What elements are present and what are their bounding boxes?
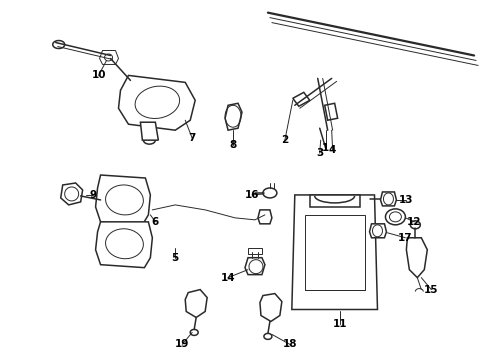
Text: 7: 7 <box>189 133 196 143</box>
Text: 11: 11 <box>332 319 347 329</box>
Polygon shape <box>61 183 83 205</box>
Text: 17: 17 <box>398 233 413 243</box>
Text: 13: 13 <box>399 195 414 205</box>
Ellipse shape <box>135 86 180 118</box>
Text: 8: 8 <box>229 140 237 150</box>
Ellipse shape <box>105 229 144 259</box>
Bar <box>310 195 360 207</box>
Polygon shape <box>245 258 265 275</box>
Polygon shape <box>325 103 338 120</box>
Text: 19: 19 <box>175 339 190 349</box>
Ellipse shape <box>390 212 401 222</box>
Bar <box>305 215 365 289</box>
Polygon shape <box>258 210 272 224</box>
Text: 10: 10 <box>91 71 106 80</box>
Text: 5: 5 <box>172 253 179 263</box>
Polygon shape <box>406 238 427 278</box>
Text: 18: 18 <box>283 339 297 349</box>
Text: 14: 14 <box>221 273 235 283</box>
Text: 1: 1 <box>322 143 329 153</box>
Polygon shape <box>380 192 396 206</box>
Polygon shape <box>293 92 310 106</box>
Text: 2: 2 <box>281 135 289 145</box>
Text: 15: 15 <box>424 284 439 294</box>
Polygon shape <box>225 103 242 130</box>
Ellipse shape <box>386 209 405 225</box>
Polygon shape <box>369 224 387 238</box>
Bar <box>248 248 262 254</box>
Text: 6: 6 <box>152 217 159 227</box>
Polygon shape <box>96 222 152 268</box>
Text: 3: 3 <box>316 148 323 158</box>
Text: 16: 16 <box>245 190 259 200</box>
Text: 4: 4 <box>329 145 336 155</box>
Polygon shape <box>96 175 150 225</box>
Polygon shape <box>292 195 377 310</box>
Text: 12: 12 <box>407 217 421 227</box>
Ellipse shape <box>105 185 144 215</box>
Polygon shape <box>260 293 282 321</box>
Polygon shape <box>119 75 195 130</box>
Polygon shape <box>141 122 158 140</box>
Text: 9: 9 <box>89 190 96 200</box>
Ellipse shape <box>263 188 277 198</box>
Polygon shape <box>185 289 207 318</box>
Polygon shape <box>99 50 119 64</box>
